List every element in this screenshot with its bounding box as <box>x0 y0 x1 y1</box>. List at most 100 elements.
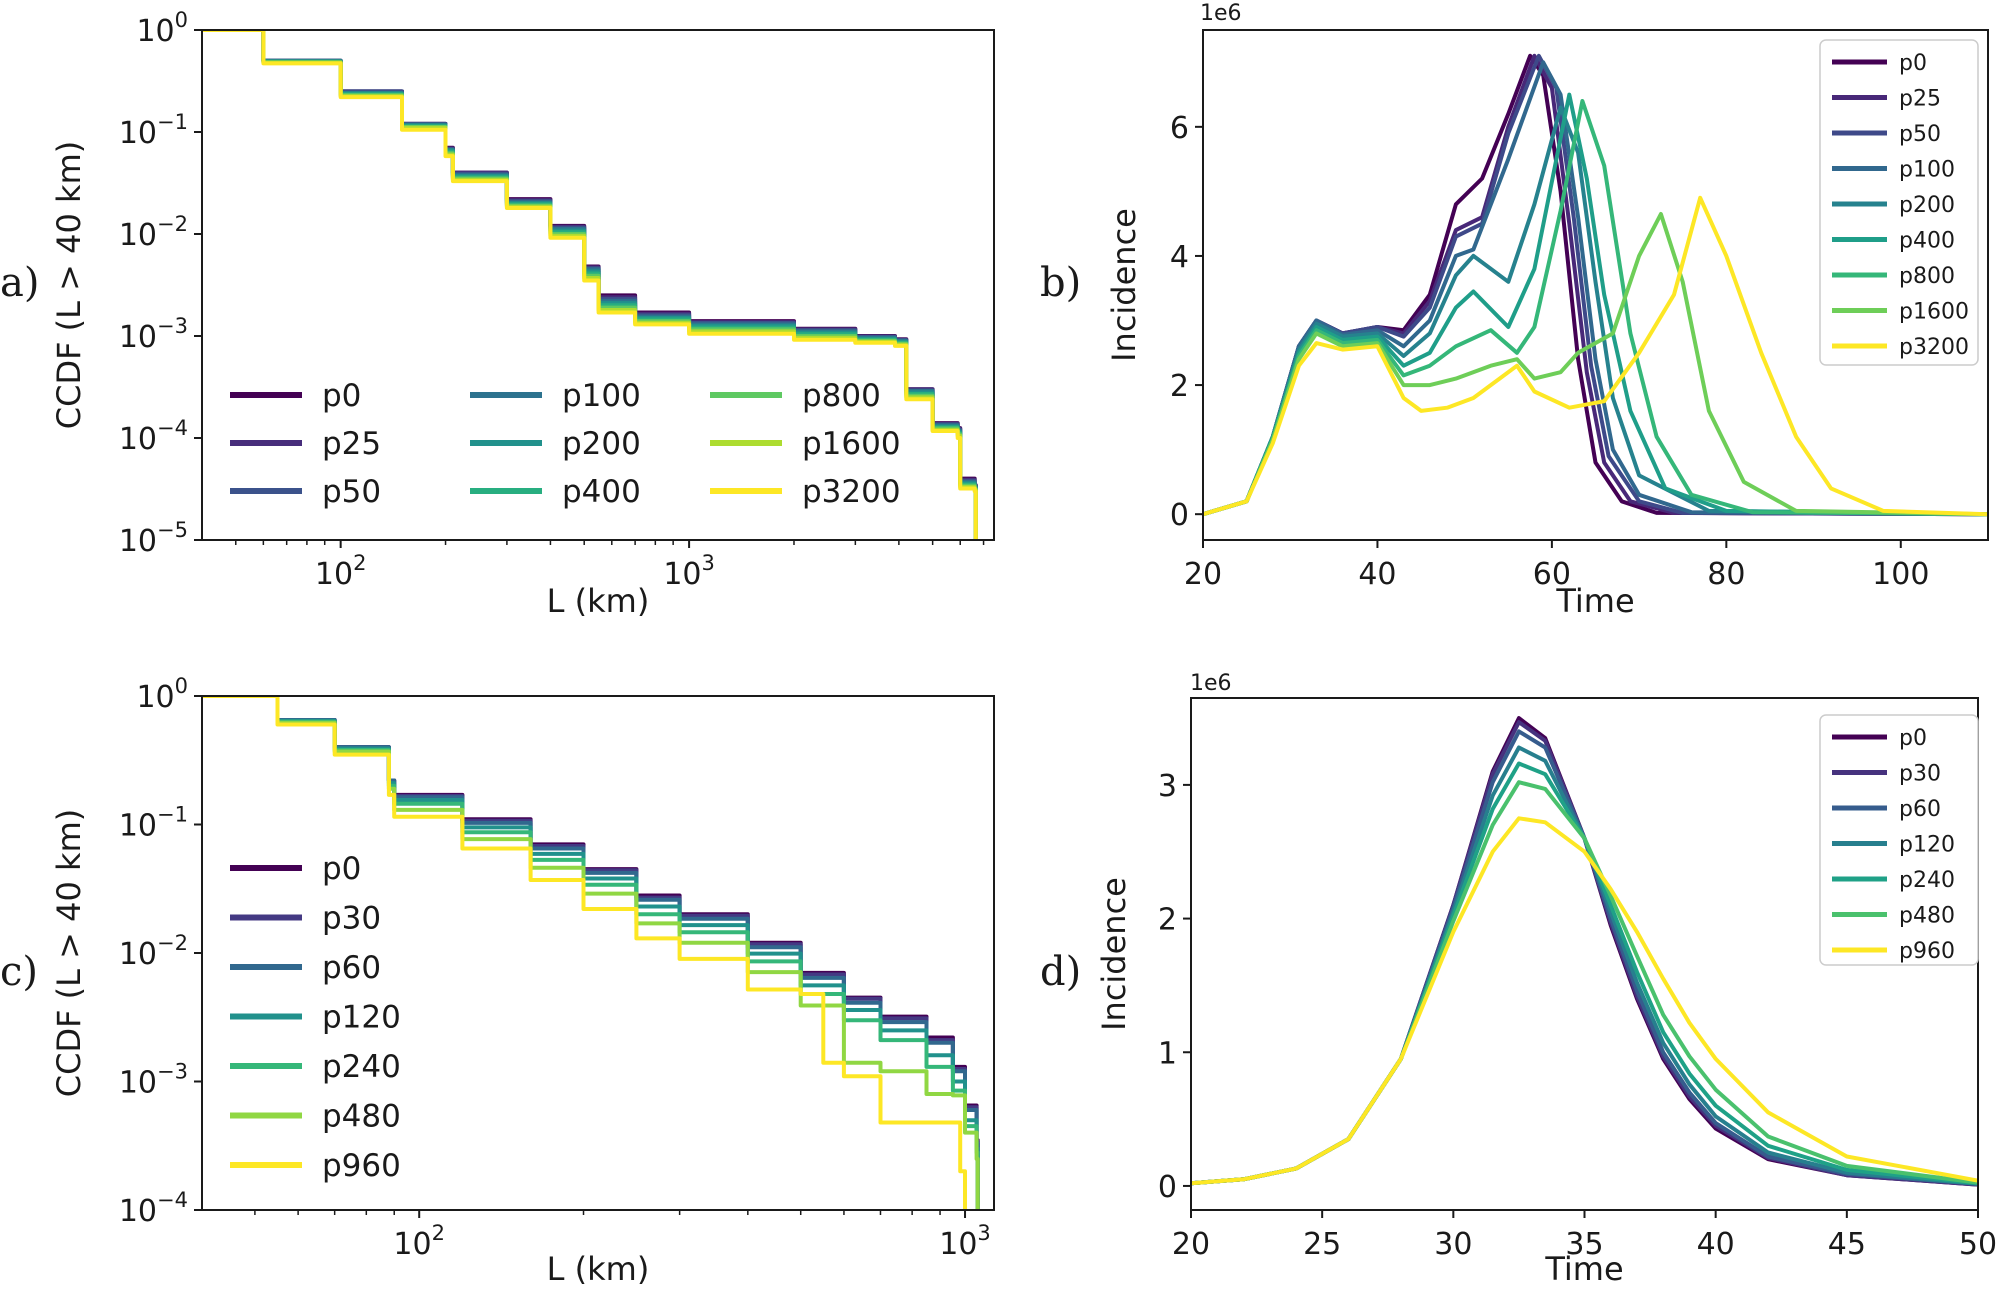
chart-a-y-tick-label: 10−3 <box>119 314 188 355</box>
chart-a-y-axis-label: CCDF (L > 40 km) <box>50 141 88 429</box>
chart-a-series-group <box>202 30 978 540</box>
chart-d: 20 25 30 35 40 45 500123TimeIncidence1e6p0p30p… <box>1095 671 1997 1288</box>
chart-b-x-axis-label: Time <box>1555 582 1634 620</box>
chart-d-legend: p0 p30 p60 p120 p240 p480 p960 <box>1819 714 1979 966</box>
chart-b-legend-label-p50: p50 <box>1899 122 1941 147</box>
chart-c: 102 103 100 10−1 10−2 10−3 10−4 L (km) CCDF (L >… <box>50 674 995 1288</box>
chart-a-legend-label-p200: p200 <box>562 426 641 462</box>
chart-b-x-tick-label: 100 <box>1872 557 1929 592</box>
chart-c-y-tick-label: 10−3 <box>119 1060 188 1101</box>
chart-d-x-tick-label: 50 <box>1959 1227 1997 1262</box>
chart-d-y-tick-label: 1 <box>1158 1036 1177 1071</box>
chart-a-series-p0 <box>202 30 978 540</box>
chart-d-y-tick-label: 0 <box>1158 1170 1177 1205</box>
chart-a-legend-label-p0: p0 <box>322 378 361 414</box>
chart-a-series-p3200 <box>202 30 978 540</box>
chart-a-legend-label-p1600: p1600 <box>802 426 901 462</box>
chart-c-y-tick-label: 10−2 <box>119 931 188 972</box>
chart-a-legend-label-p400: p400 <box>562 474 641 510</box>
chart-c-x-tick-label: 103 <box>939 1221 991 1262</box>
chart-b-y-tick-label: 4 <box>1170 240 1189 275</box>
chart-b-y-tick-label: 6 <box>1170 111 1189 146</box>
chart-a-x-tick-label: 102 <box>315 551 367 592</box>
chart-c-y-tick-label: 100 <box>136 674 188 715</box>
chart-b-legend: p0 p25 p50 p100 p200 p400 p800 p1600 p3200 <box>1819 39 1979 366</box>
chart-d-offset-label: 1e6 <box>1190 671 1232 696</box>
chart-b-y-tick-label: 2 <box>1170 369 1189 404</box>
chart-b-legend-label-p200: p200 <box>1899 193 1955 218</box>
chart-b-x-tick-label: 60 <box>1533 557 1571 592</box>
chart-c-series-p480 <box>202 696 980 1210</box>
chart-c-series-p960 <box>202 696 967 1210</box>
chart-c-legend-label-p240: p240 <box>322 1049 401 1085</box>
panel-label-a: a) <box>0 260 39 306</box>
chart-a-series-p400 <box>202 30 978 540</box>
chart-d-legend-label-p0: p0 <box>1899 726 1927 751</box>
chart-d-x-tick-label: 20 <box>1172 1227 1210 1262</box>
chart-b-legend-label-p100: p100 <box>1899 158 1955 183</box>
chart-a-y-tick-label: 10−1 <box>119 110 188 151</box>
chart-d-y-tick-label: 2 <box>1158 903 1177 938</box>
chart-c-y-axis-label: CCDF (L > 40 km) <box>50 809 88 1097</box>
chart-c-legend-label-p120: p120 <box>322 1000 401 1036</box>
chart-b-frame <box>1202 29 1989 541</box>
chart-a-y-tick-label: 10−4 <box>119 416 188 457</box>
chart-d-x-tick-label: 30 <box>1434 1227 1472 1262</box>
chart-c-series-p60 <box>202 696 980 1210</box>
chart-a-legend-label-p100: p100 <box>562 378 641 414</box>
chart-a: 102 103 100 10−1 10−2 10−3 10−4 10−5 L (km) CCDF … <box>50 8 995 620</box>
chart-a-legend: p0 p25 p50 p100 p200 p400 p800 p1600 p3200 <box>230 378 901 510</box>
chart-a-x-tick-label: 103 <box>663 551 715 592</box>
chart-b-legend-frame <box>1819 39 1979 366</box>
panel-label-c: c) <box>0 949 38 995</box>
chart-c-series-p0 <box>202 696 980 1210</box>
chart-a-series-p100 <box>202 30 978 540</box>
chart-c-series-group <box>202 696 980 1210</box>
chart-d-legend-frame <box>1819 714 1979 966</box>
chart-d-legend-label-p480: p480 <box>1899 904 1955 929</box>
chart-c-y-tick-label: 10−1 <box>119 803 188 844</box>
chart-b-legend-label-p0: p0 <box>1899 51 1927 76</box>
chart-a-series-p1600 <box>202 30 978 540</box>
chart-d-legend-label-p240: p240 <box>1899 868 1955 893</box>
chart-d-y-axis-label: Incidence <box>1095 877 1133 1031</box>
chart-d-legend-label-p960: p960 <box>1899 939 1955 964</box>
chart-b-offset-label: 1e6 <box>1200 1 1242 26</box>
chart-b-legend-label-p400: p400 <box>1899 229 1955 254</box>
chart-d-x-tick-label: 25 <box>1303 1227 1341 1262</box>
chart-a-legend-label-p50: p50 <box>322 474 381 510</box>
chart-a-series-p50 <box>202 30 978 540</box>
chart-a-legend-label-p25: p25 <box>322 426 381 462</box>
chart-d-x-axis-label: Time <box>1544 1250 1623 1288</box>
chart-c-legend-label-p480: p480 <box>322 1099 401 1135</box>
chart-a-legend-label-p3200: p3200 <box>802 474 901 510</box>
chart-c-legend-label-p30: p30 <box>322 901 381 937</box>
chart-a-series-p200 <box>202 30 978 540</box>
chart-b-series-p3200 <box>1203 195 1988 517</box>
chart-a-legend-label-p800: p800 <box>802 378 881 414</box>
chart-c-series-p120 <box>202 696 980 1210</box>
chart-c-y-tick-label: 10−4 <box>119 1188 188 1229</box>
panel-label-d: d) <box>1040 949 1081 995</box>
chart-c-legend-label-p960: p960 <box>322 1148 401 1184</box>
chart-c-legend-label-p60: p60 <box>322 950 381 986</box>
chart-b-series-group <box>1203 53 1988 517</box>
chart-b-legend-label-p1600: p1600 <box>1899 300 1969 325</box>
chart-d-x-tick-label: 35 <box>1565 1227 1603 1262</box>
chart-d-x-tick-label: 40 <box>1697 1227 1735 1262</box>
chart-c-series-p240 <box>202 696 980 1210</box>
chart-b-y-axis-label: Incidence <box>1105 208 1143 362</box>
chart-b-series-p1600 <box>1203 212 1988 517</box>
chart-b: 20 40 60 80 1000246TimeIncidence1e6p0p25p50p… <box>1105 1 1989 620</box>
chart-b-legend-label-p25: p25 <box>1899 87 1941 112</box>
chart-a-series-p25 <box>202 30 978 540</box>
chart-c-x-tick-label: 102 <box>393 1221 445 1262</box>
chart-c-frame <box>201 695 995 1211</box>
chart-d-series-group <box>1191 716 1978 1187</box>
panel-label-b: b) <box>1040 260 1081 306</box>
chart-b-legend-label-p800: p800 <box>1899 264 1955 289</box>
chart-d-series-p960 <box>1191 816 1978 1186</box>
chart-d-legend-label-p120: p120 <box>1899 833 1955 858</box>
chart-b-x-tick-label: 80 <box>1707 557 1745 592</box>
